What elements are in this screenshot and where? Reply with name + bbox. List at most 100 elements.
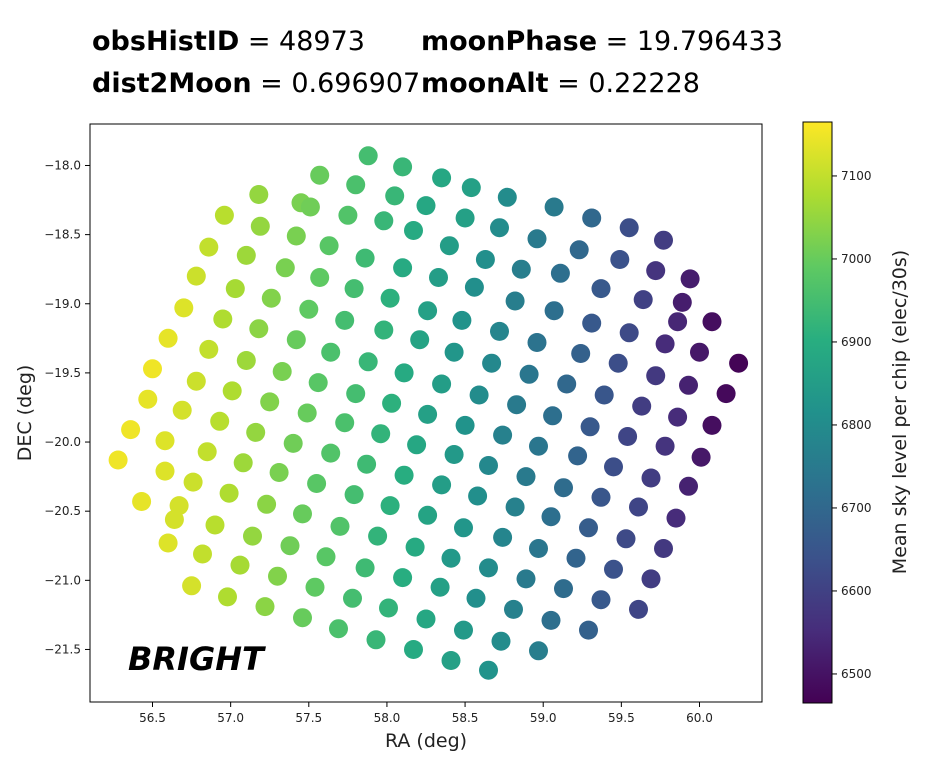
data-point xyxy=(199,237,219,257)
colorbar-tick-label: 6900 xyxy=(841,335,872,349)
data-point xyxy=(275,258,295,278)
data-point xyxy=(338,205,358,225)
data-point xyxy=(249,185,269,204)
scatter-points xyxy=(108,146,749,680)
data-point xyxy=(432,475,452,495)
data-point xyxy=(213,309,233,329)
data-point xyxy=(702,312,722,332)
data-point xyxy=(344,279,364,299)
obshistid-label: obsHistID xyxy=(92,26,240,57)
data-point xyxy=(641,569,661,589)
data-point xyxy=(668,312,688,332)
data-point xyxy=(527,333,547,352)
data-point xyxy=(632,396,652,416)
observation-header: obsHistID = 48973 moonPhase = 19.796433 … xyxy=(92,26,852,106)
x-axis-label: RA (deg) xyxy=(385,730,467,752)
data-point xyxy=(261,288,281,308)
data-point xyxy=(293,504,312,524)
data-point xyxy=(186,371,206,391)
data-point xyxy=(108,450,128,470)
data-point xyxy=(479,660,498,680)
data-point xyxy=(618,427,638,446)
data-point xyxy=(452,310,472,330)
data-point xyxy=(197,442,217,462)
equals-sign: = xyxy=(251,68,292,99)
data-point xyxy=(497,187,517,207)
data-point xyxy=(380,496,400,516)
data-point xyxy=(210,411,230,431)
obshistid-field: obsHistID = 48973 xyxy=(92,26,365,57)
data-point xyxy=(544,301,564,321)
data-point xyxy=(646,366,666,386)
data-point xyxy=(591,590,611,610)
data-point xyxy=(507,395,527,415)
moonalt-label: moonAlt xyxy=(421,68,549,99)
data-point xyxy=(393,258,413,278)
data-point xyxy=(225,279,245,299)
data-point xyxy=(385,186,405,206)
data-point xyxy=(164,510,184,529)
data-point xyxy=(183,472,203,492)
data-point xyxy=(368,526,388,546)
data-point xyxy=(246,422,266,442)
y-axis: −18.0 −18.5 −19.0 −19.5 −20.0 −20.5 −21.0 −21.5 xyxy=(44,158,90,656)
data-point xyxy=(346,175,366,195)
equals-sign: = xyxy=(548,68,589,99)
data-point xyxy=(300,197,320,217)
data-point xyxy=(582,313,602,333)
data-point xyxy=(158,533,178,553)
data-point xyxy=(432,374,452,394)
data-point xyxy=(655,334,675,354)
colorbar-axis: 6500 6600 6700 6800 6900 7000 7100 xyxy=(832,169,872,681)
data-point xyxy=(293,608,312,628)
y-axis-label: DEC (deg) xyxy=(14,365,36,462)
data-point xyxy=(393,157,413,177)
x-tick-label: 58.5 xyxy=(452,711,479,725)
data-point xyxy=(464,277,484,297)
moonphase-value: 19.796433 xyxy=(636,26,783,57)
data-point xyxy=(641,468,661,488)
obshistid-value: 48973 xyxy=(279,26,365,57)
data-point xyxy=(441,651,461,670)
data-point xyxy=(138,389,158,409)
data-point xyxy=(702,415,722,435)
data-point xyxy=(444,342,464,362)
data-point xyxy=(222,381,242,401)
data-point xyxy=(579,620,598,640)
data-point xyxy=(416,609,436,629)
data-point xyxy=(319,236,339,256)
data-point xyxy=(121,420,141,440)
data-point xyxy=(619,218,639,238)
data-point xyxy=(283,433,303,453)
data-point xyxy=(505,497,525,517)
data-point xyxy=(468,486,488,506)
data-point xyxy=(604,457,623,477)
data-point xyxy=(554,478,573,498)
data-point xyxy=(568,446,588,466)
data-point xyxy=(205,515,225,535)
data-point xyxy=(268,566,287,586)
data-point xyxy=(690,342,709,362)
x-tick-label: 59.0 xyxy=(530,711,557,725)
y-tick-label: −21.0 xyxy=(44,573,81,587)
data-point xyxy=(286,330,306,350)
data-point xyxy=(143,359,162,379)
data-point xyxy=(569,240,589,260)
data-point xyxy=(619,323,639,343)
data-point xyxy=(255,597,275,617)
data-point xyxy=(466,588,486,608)
data-point xyxy=(286,226,306,246)
data-point xyxy=(490,321,509,341)
data-point xyxy=(416,196,436,216)
y-tick-label: −19.0 xyxy=(44,297,81,311)
data-point xyxy=(358,352,378,372)
y-tick-label: −19.5 xyxy=(44,366,81,380)
data-point xyxy=(557,374,577,394)
data-point xyxy=(475,250,495,269)
data-point xyxy=(405,537,425,557)
data-point xyxy=(654,539,673,558)
data-point xyxy=(158,328,178,348)
colorbar xyxy=(802,121,833,704)
data-point xyxy=(580,417,600,437)
